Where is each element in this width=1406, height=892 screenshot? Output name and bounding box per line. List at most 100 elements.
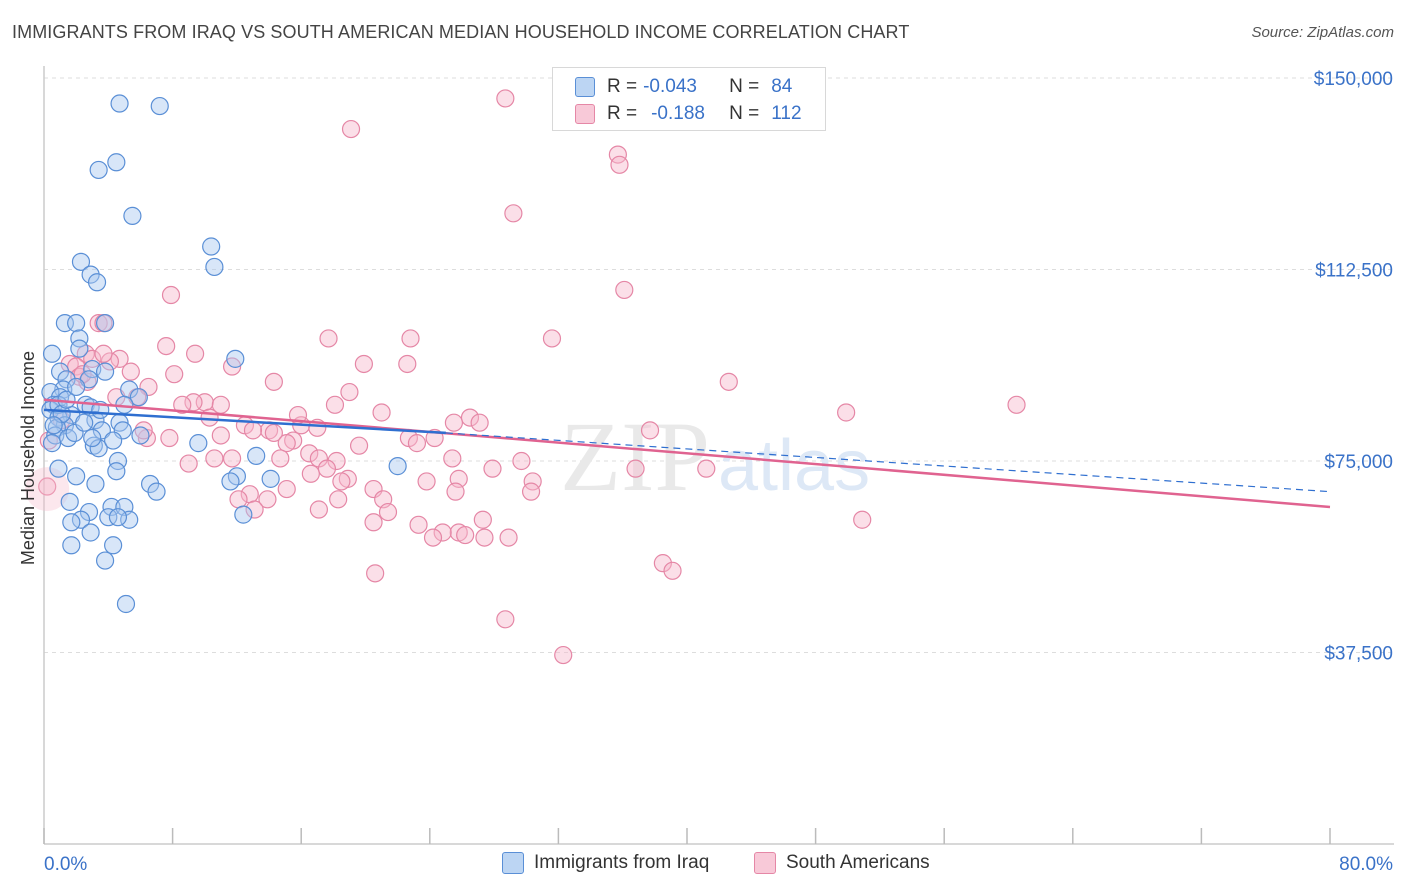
iraq-point (62, 536, 81, 555)
iraq-point (89, 439, 108, 458)
iraq-point (75, 413, 94, 432)
iraq-point (83, 428, 102, 448)
y-tick-label: $112,500 (1315, 261, 1393, 282)
south-american-point (173, 395, 192, 414)
iraq-point (150, 96, 169, 116)
south-american-point (1007, 395, 1026, 414)
iraq-trend-extension (445, 432, 1331, 493)
iraq-point (110, 94, 129, 113)
iraq-point (87, 273, 107, 292)
iraq-point (234, 505, 253, 524)
south-american-point (837, 403, 856, 422)
iraq-r-label: R = (607, 76, 638, 97)
tick-labels: $37,500 $75,000 $112,500 $150,000 0.0% 80.0% (44, 69, 1393, 875)
south-american-point (319, 329, 338, 348)
south-american-point (317, 459, 337, 478)
iraq-point (221, 472, 240, 491)
iraq-point (57, 370, 76, 389)
grid-lines (44, 77, 1394, 653)
south-american-point (512, 451, 531, 471)
south-american-point (301, 464, 320, 483)
south-american-point (222, 449, 242, 468)
iraq-point (89, 160, 108, 180)
legend-row-south: R = -0.188 N = 112 (575, 101, 802, 127)
iraq-n-value: 84 (771, 76, 793, 97)
south-american-point (653, 554, 672, 573)
iraq-point (102, 497, 121, 517)
south-swatch (575, 104, 595, 124)
y-tick-label: $75,000 (1324, 452, 1393, 473)
iraq-point (247, 446, 266, 465)
south-american-point (398, 354, 417, 374)
iraq-point (104, 536, 123, 555)
iraq-point (95, 314, 115, 333)
iraq-point (99, 508, 118, 527)
legend-item-iraq[interactable]: Immigrants from Iraq (502, 852, 709, 874)
south-american-point (423, 528, 443, 547)
south-american-points (25, 89, 1026, 665)
south-american-point (460, 408, 480, 427)
south-american-point (277, 434, 296, 453)
south-american-point (205, 449, 224, 468)
south-american-point (417, 472, 436, 491)
south-legend-label: South Americans (786, 852, 930, 873)
south-american-point (38, 477, 57, 496)
iraq-point (81, 523, 100, 542)
chart-title: IMMIGRANTS FROM IRAQ VS SOUTH AMERICAN M… (12, 22, 910, 42)
iraq-point (86, 474, 105, 494)
legend-item-south[interactable]: South Americans (754, 852, 930, 874)
correlation-legend: R = -0.043 N = 84 R = -0.188 N = 112 (552, 67, 826, 131)
iraq-point (62, 513, 81, 532)
south-american-point (25, 467, 70, 512)
south-american-point (341, 119, 361, 139)
south-american-point (245, 500, 264, 519)
iraq-point (84, 436, 103, 455)
south-american-point (300, 444, 319, 463)
iraq-point (67, 467, 86, 486)
south-american-point (165, 365, 184, 384)
south-american-point (407, 434, 427, 453)
south-american-point (433, 523, 452, 542)
source-label: Source: ZipAtlas.com (1251, 24, 1394, 41)
south-n-value: 112 (771, 103, 802, 124)
south-american-point (444, 413, 464, 432)
south-american-point (372, 403, 391, 422)
south-american-point (504, 204, 523, 223)
south-american-point (179, 454, 198, 473)
iraq-n-label: N = (729, 76, 760, 97)
iraq-point (108, 508, 128, 527)
iraq-point (49, 459, 68, 478)
iraq-point (226, 349, 245, 368)
south-american-point (309, 500, 328, 519)
iraq-point (44, 416, 63, 435)
south-american-point (496, 610, 515, 629)
south-american-point (332, 472, 351, 491)
south-american-point (610, 155, 629, 174)
x-tick-label-min: 0.0% (44, 854, 87, 875)
south-american-point (697, 459, 716, 478)
iraq-point (71, 252, 91, 271)
iraq-point (107, 153, 126, 172)
south-american-point (229, 490, 248, 509)
iraq-point (189, 434, 208, 453)
south-american-point (378, 502, 398, 522)
iraq-point (104, 431, 123, 450)
iraq-point (60, 492, 79, 511)
y-tick-label: $37,500 (1324, 644, 1393, 665)
iraq-point (205, 257, 224, 277)
south-american-point (243, 421, 263, 440)
iraq-swatch (575, 77, 595, 97)
south-n-label: N = (729, 103, 760, 124)
iraq-point (95, 362, 115, 381)
iraq-point (67, 377, 86, 397)
south-american-point (446, 482, 465, 501)
south-trend-line (43, 398, 1331, 509)
watermark-zip: ZIP (560, 401, 710, 512)
south-american-point (264, 423, 283, 443)
iraq-trend-line (43, 408, 446, 435)
south-american-point (340, 382, 359, 402)
south-american-point (483, 459, 502, 478)
iraq-point (95, 551, 115, 570)
iraq-legend-swatch (502, 852, 524, 874)
south-american-point (325, 395, 345, 414)
